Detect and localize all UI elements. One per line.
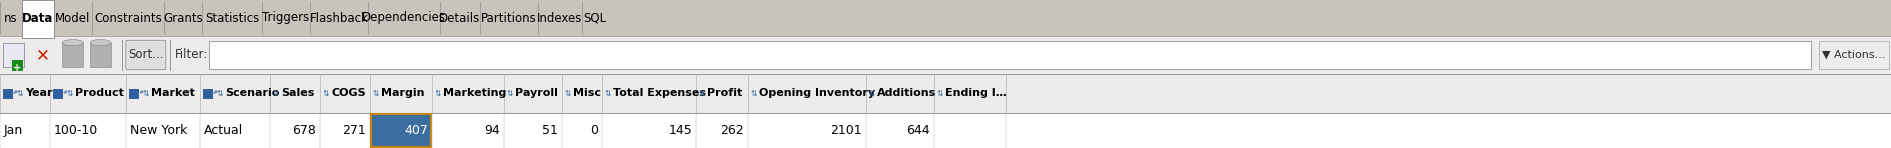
Bar bbox=[53, 89, 62, 99]
Text: Grants: Grants bbox=[163, 12, 202, 25]
Bar bbox=[208, 41, 1812, 69]
Text: Misc: Misc bbox=[573, 89, 601, 99]
Text: Market: Market bbox=[151, 89, 195, 99]
Text: 145: 145 bbox=[668, 124, 692, 137]
Text: COGS: COGS bbox=[331, 89, 365, 99]
Text: ⇅: ⇅ bbox=[435, 89, 441, 98]
Text: Jan: Jan bbox=[4, 124, 23, 137]
Text: Statistics: Statistics bbox=[204, 12, 259, 25]
Text: ⇅: ⇅ bbox=[700, 89, 705, 98]
Text: Details: Details bbox=[439, 12, 480, 25]
Text: Partitions: Partitions bbox=[480, 12, 537, 25]
FancyBboxPatch shape bbox=[127, 40, 166, 70]
Text: 0: 0 bbox=[590, 124, 598, 137]
Text: Ending I…: Ending I… bbox=[946, 89, 1006, 99]
Text: Indexes: Indexes bbox=[537, 12, 582, 25]
Text: Model: Model bbox=[55, 12, 91, 25]
Text: ⇅: ⇅ bbox=[938, 89, 944, 98]
Text: #: # bbox=[13, 90, 19, 95]
Text: Sort...: Sort... bbox=[129, 49, 163, 62]
Text: 262: 262 bbox=[720, 124, 743, 137]
Text: Opening Inventory: Opening Inventory bbox=[758, 89, 876, 99]
Text: ⇅: ⇅ bbox=[565, 89, 571, 98]
Text: New York: New York bbox=[130, 124, 187, 137]
Bar bbox=[4, 43, 25, 67]
Text: #: # bbox=[62, 90, 68, 95]
Text: 271: 271 bbox=[342, 124, 367, 137]
Text: ⇅: ⇅ bbox=[373, 89, 380, 98]
Bar bbox=[0, 0, 1891, 36]
Text: ⇅: ⇅ bbox=[144, 89, 149, 98]
Bar bbox=[0, 36, 1891, 74]
Text: Actual: Actual bbox=[204, 124, 244, 137]
Bar bbox=[91, 43, 112, 67]
Text: ⇅: ⇅ bbox=[507, 89, 512, 98]
Text: ⇅: ⇅ bbox=[66, 89, 74, 98]
Bar bbox=[0, 113, 1891, 148]
Bar bbox=[62, 43, 83, 67]
Bar bbox=[11, 60, 23, 71]
Text: ⇅: ⇅ bbox=[217, 89, 223, 98]
Text: Payroll: Payroll bbox=[514, 89, 558, 99]
Text: Additions: Additions bbox=[877, 89, 936, 99]
Text: ✕: ✕ bbox=[36, 46, 49, 64]
Text: ▼ Actions...: ▼ Actions... bbox=[1823, 50, 1885, 60]
Text: Total Expenses: Total Expenses bbox=[613, 89, 705, 99]
Text: Marketing: Marketing bbox=[442, 89, 507, 99]
Text: 94: 94 bbox=[484, 124, 499, 137]
Text: Profit: Profit bbox=[707, 89, 743, 99]
Text: Data: Data bbox=[23, 12, 53, 25]
Text: ⇅: ⇅ bbox=[323, 89, 329, 98]
Text: Sales: Sales bbox=[282, 89, 314, 99]
Text: ⇅: ⇅ bbox=[272, 89, 280, 98]
Text: 644: 644 bbox=[906, 124, 930, 137]
Bar bbox=[1819, 41, 1889, 69]
Text: ⇅: ⇅ bbox=[17, 89, 23, 98]
Text: 2101: 2101 bbox=[830, 124, 862, 137]
Bar bbox=[371, 114, 431, 147]
Text: Flashback: Flashback bbox=[310, 12, 369, 25]
Text: ns: ns bbox=[4, 12, 17, 25]
Bar bbox=[129, 89, 140, 99]
Text: 100-10: 100-10 bbox=[55, 124, 98, 137]
Text: 51: 51 bbox=[543, 124, 558, 137]
Text: ⇅: ⇅ bbox=[605, 89, 611, 98]
Ellipse shape bbox=[62, 40, 83, 46]
Text: +: + bbox=[13, 63, 21, 73]
Text: 678: 678 bbox=[291, 124, 316, 137]
Text: Year: Year bbox=[25, 89, 53, 99]
Text: Scenario: Scenario bbox=[225, 89, 280, 99]
Text: 407: 407 bbox=[405, 124, 427, 137]
Bar bbox=[202, 89, 214, 99]
Bar bbox=[23, 0, 55, 38]
Text: Filter:: Filter: bbox=[174, 49, 208, 62]
Text: ⇅: ⇅ bbox=[870, 89, 876, 98]
Text: Margin: Margin bbox=[380, 89, 424, 99]
Text: #: # bbox=[140, 90, 144, 95]
Ellipse shape bbox=[91, 40, 112, 46]
Bar bbox=[0, 74, 1891, 113]
Text: Dependencies: Dependencies bbox=[361, 12, 446, 25]
Text: #: # bbox=[214, 90, 217, 95]
Text: SQL: SQL bbox=[584, 12, 607, 25]
Text: Triggers: Triggers bbox=[263, 12, 310, 25]
Text: ⇅: ⇅ bbox=[751, 89, 758, 98]
Text: Product: Product bbox=[76, 89, 125, 99]
Text: Constraints: Constraints bbox=[95, 12, 163, 25]
Bar bbox=[4, 89, 13, 99]
